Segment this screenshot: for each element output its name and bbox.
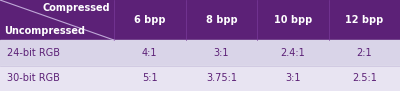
Text: 2.4:1: 2.4:1: [281, 48, 305, 58]
Text: Compressed: Compressed: [42, 3, 110, 13]
Text: 2.5:1: 2.5:1: [352, 73, 377, 83]
Text: 6 bpp: 6 bpp: [134, 15, 166, 25]
Bar: [0, 40, 400, 66]
Text: 24-bit RGB: 24-bit RGB: [7, 48, 60, 58]
Text: Uncompressed: Uncompressed: [4, 26, 85, 36]
Text: 5:1: 5:1: [142, 73, 158, 83]
Text: 3.75:1: 3.75:1: [206, 73, 237, 83]
Text: 4:1: 4:1: [142, 48, 158, 58]
Text: 3:1: 3:1: [285, 73, 301, 83]
Text: 30-bit RGB: 30-bit RGB: [7, 73, 60, 83]
Text: 8 bpp: 8 bpp: [206, 15, 237, 25]
Text: 10 bpp: 10 bpp: [274, 15, 312, 25]
Text: 3:1: 3:1: [214, 48, 229, 58]
Text: 2:1: 2:1: [356, 48, 372, 58]
Bar: [0, 66, 400, 91]
Bar: [0, 0, 400, 40]
Text: 12 bpp: 12 bpp: [345, 15, 384, 25]
